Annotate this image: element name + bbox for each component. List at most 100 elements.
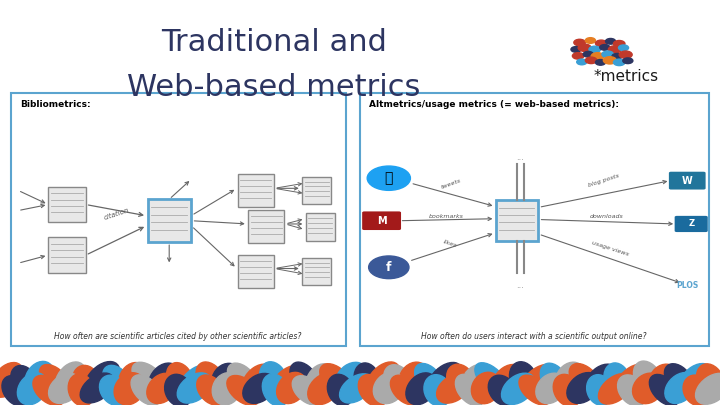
Ellipse shape	[228, 363, 258, 394]
Circle shape	[577, 59, 587, 65]
Circle shape	[571, 47, 581, 52]
Ellipse shape	[55, 362, 86, 397]
Ellipse shape	[436, 374, 471, 403]
Ellipse shape	[165, 374, 192, 405]
Circle shape	[603, 57, 616, 64]
Text: Web-based metrics: Web-based metrics	[127, 72, 420, 102]
Ellipse shape	[585, 364, 618, 399]
Ellipse shape	[502, 373, 535, 405]
Text: ...: ...	[517, 153, 524, 162]
Ellipse shape	[307, 373, 341, 405]
Ellipse shape	[328, 374, 354, 405]
Ellipse shape	[488, 375, 517, 405]
Ellipse shape	[336, 362, 367, 394]
Ellipse shape	[320, 364, 353, 396]
Ellipse shape	[212, 363, 242, 397]
Ellipse shape	[48, 373, 81, 403]
Ellipse shape	[0, 362, 23, 397]
Ellipse shape	[243, 373, 276, 403]
Ellipse shape	[649, 375, 680, 405]
Text: ...: ...	[517, 281, 524, 290]
Ellipse shape	[262, 374, 289, 405]
Ellipse shape	[2, 376, 30, 405]
Ellipse shape	[271, 365, 307, 396]
Ellipse shape	[678, 364, 711, 397]
FancyBboxPatch shape	[669, 172, 706, 190]
Circle shape	[612, 53, 622, 59]
Ellipse shape	[354, 363, 380, 398]
Ellipse shape	[366, 362, 400, 396]
Circle shape	[618, 45, 629, 51]
Ellipse shape	[290, 362, 319, 396]
Text: 🐦: 🐦	[384, 171, 393, 185]
Text: bookmarks: bookmarks	[429, 214, 464, 219]
Ellipse shape	[472, 372, 500, 404]
Ellipse shape	[492, 364, 523, 397]
Ellipse shape	[634, 361, 662, 396]
FancyBboxPatch shape	[248, 210, 284, 243]
Ellipse shape	[696, 364, 720, 399]
Text: f: f	[386, 261, 392, 274]
Ellipse shape	[85, 362, 120, 396]
Circle shape	[591, 53, 604, 60]
Circle shape	[589, 46, 600, 53]
FancyBboxPatch shape	[360, 93, 709, 346]
Circle shape	[613, 59, 625, 66]
Text: W: W	[682, 176, 692, 185]
Circle shape	[595, 40, 607, 47]
Ellipse shape	[11, 365, 38, 398]
Ellipse shape	[455, 374, 485, 405]
Circle shape	[574, 39, 585, 46]
Text: Bibliometrics:: Bibliometrics:	[20, 100, 91, 109]
FancyBboxPatch shape	[362, 211, 401, 230]
Ellipse shape	[292, 376, 324, 405]
FancyBboxPatch shape	[306, 213, 335, 241]
Text: *metrics: *metrics	[594, 69, 659, 85]
Ellipse shape	[399, 362, 429, 397]
Circle shape	[595, 60, 606, 65]
Circle shape	[619, 51, 632, 58]
Ellipse shape	[633, 373, 663, 404]
Ellipse shape	[33, 375, 65, 405]
Ellipse shape	[17, 373, 48, 405]
Ellipse shape	[446, 364, 475, 396]
FancyBboxPatch shape	[238, 174, 274, 207]
Ellipse shape	[147, 373, 177, 403]
Ellipse shape	[683, 375, 711, 405]
FancyBboxPatch shape	[148, 199, 191, 242]
FancyBboxPatch shape	[11, 93, 346, 346]
Ellipse shape	[132, 362, 166, 394]
Ellipse shape	[196, 362, 226, 397]
Ellipse shape	[68, 374, 94, 405]
FancyBboxPatch shape	[496, 200, 538, 241]
Circle shape	[585, 57, 597, 64]
Circle shape	[583, 51, 593, 57]
Ellipse shape	[103, 365, 132, 397]
FancyBboxPatch shape	[675, 216, 708, 232]
Ellipse shape	[80, 373, 114, 403]
Text: M: M	[377, 216, 387, 226]
Ellipse shape	[276, 372, 307, 404]
Ellipse shape	[259, 362, 288, 397]
Ellipse shape	[520, 364, 557, 398]
Ellipse shape	[567, 373, 600, 403]
Ellipse shape	[598, 373, 633, 404]
Ellipse shape	[390, 375, 420, 405]
Ellipse shape	[177, 373, 212, 403]
Circle shape	[602, 51, 613, 58]
Ellipse shape	[424, 375, 451, 405]
Text: Altmetrics/usage metrics (= web-based metrics):: Altmetrics/usage metrics (= web-based me…	[369, 100, 619, 109]
Ellipse shape	[99, 375, 128, 405]
Circle shape	[369, 256, 409, 279]
Ellipse shape	[374, 372, 404, 404]
Circle shape	[367, 166, 410, 190]
Text: downloads: downloads	[590, 214, 623, 219]
Ellipse shape	[428, 362, 462, 395]
Circle shape	[608, 46, 621, 53]
Ellipse shape	[179, 365, 213, 398]
Ellipse shape	[24, 361, 55, 396]
Circle shape	[572, 53, 584, 59]
Ellipse shape	[615, 364, 649, 397]
Ellipse shape	[587, 375, 613, 405]
Circle shape	[623, 58, 633, 64]
